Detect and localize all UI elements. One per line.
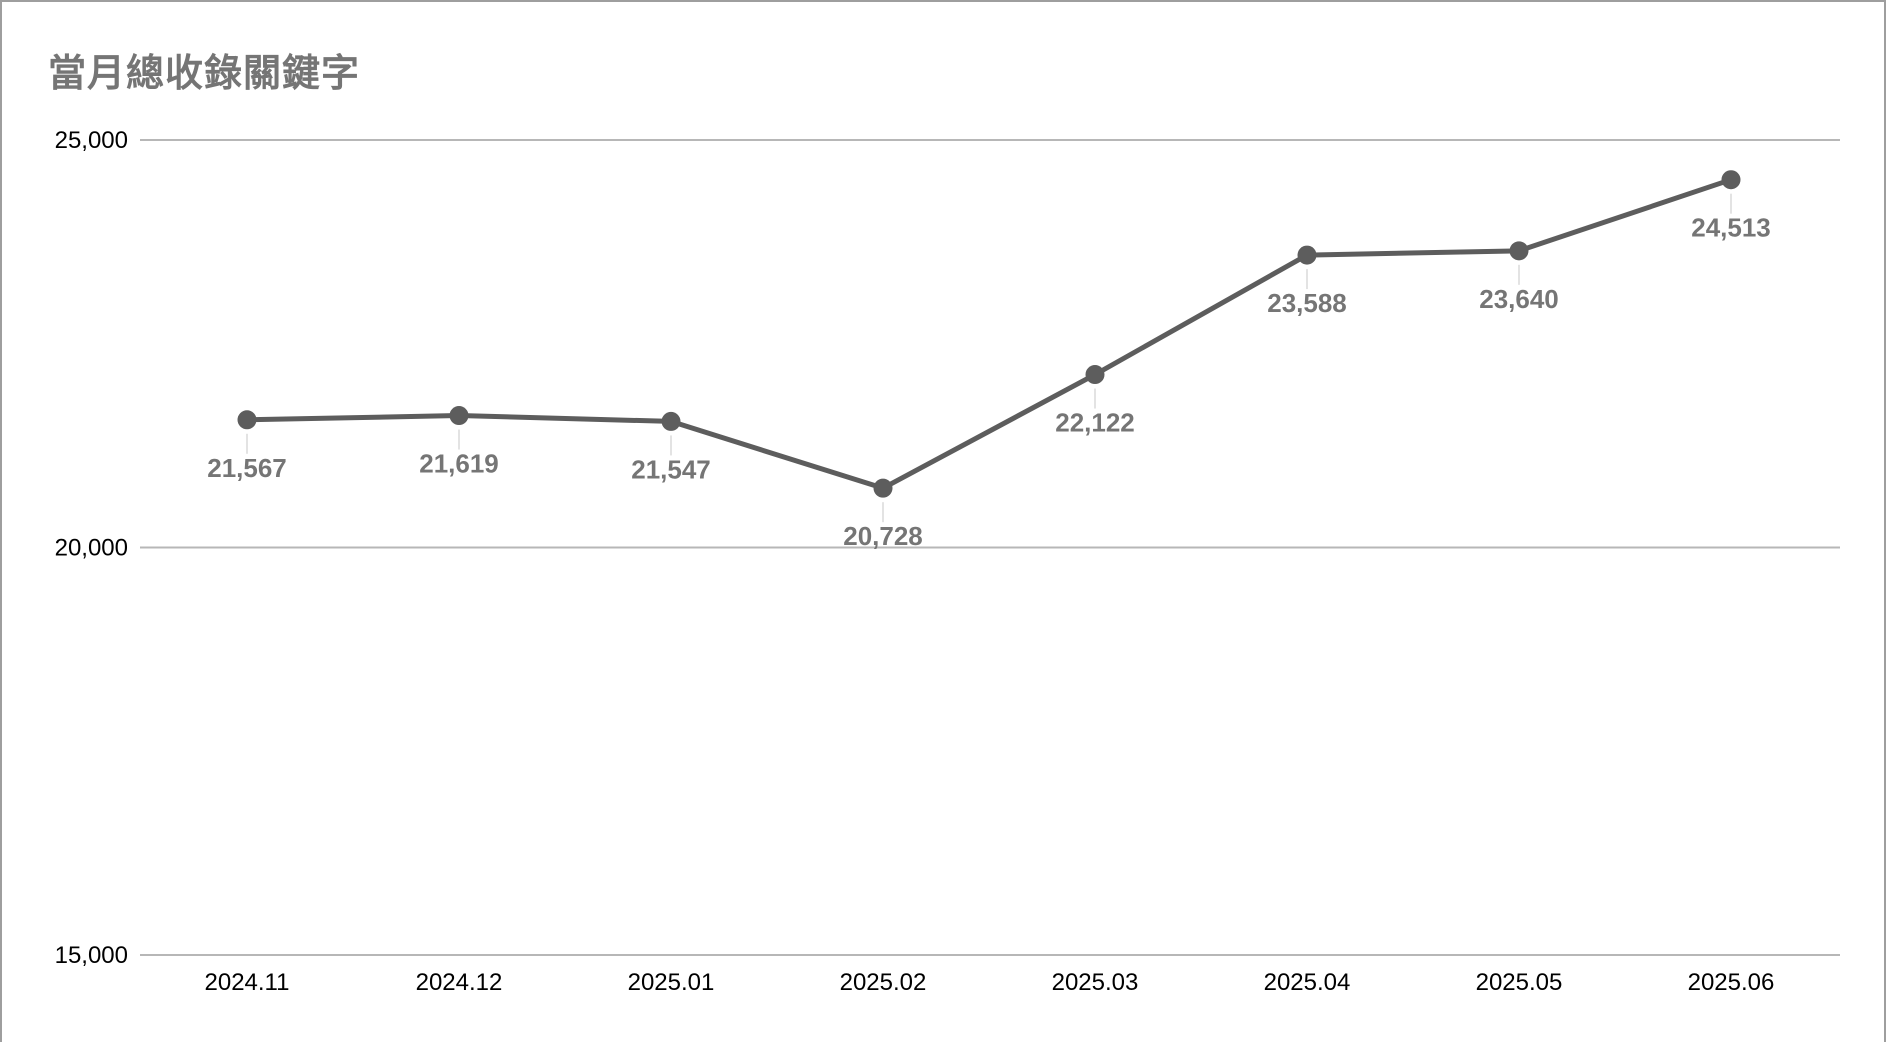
y-axis-tick-label: 15,000 xyxy=(55,942,128,969)
y-axis-tick-label: 20,000 xyxy=(55,535,128,562)
data-point-label: 21,567 xyxy=(207,453,287,483)
x-axis-tick-label: 2024.11 xyxy=(205,969,290,996)
data-point xyxy=(449,406,469,426)
x-axis-tick-label: 2025.05 xyxy=(1476,969,1563,996)
data-point xyxy=(1509,241,1529,261)
data-point-label: 23,640 xyxy=(1479,284,1559,314)
y-axis-tick-label: 25,000 xyxy=(55,127,128,154)
x-axis-tick-label: 2025.03 xyxy=(1052,969,1139,996)
x-axis-tick-label: 2025.01 xyxy=(628,969,715,996)
data-point-label: 21,547 xyxy=(631,454,711,484)
data-point-label: 23,588 xyxy=(1267,288,1347,318)
data-point-label: 21,619 xyxy=(419,449,499,479)
x-axis-tick-label: 2025.06 xyxy=(1688,969,1775,996)
x-axis-tick-label: 2024.12 xyxy=(416,969,503,996)
series-line xyxy=(244,177,1734,491)
chart-title: 當月總收錄關鍵字 xyxy=(48,53,361,95)
data-point xyxy=(1721,170,1741,190)
data-point xyxy=(1297,245,1317,265)
data-point xyxy=(1085,365,1105,385)
data-point xyxy=(873,478,893,498)
data-point-label: 24,513 xyxy=(1691,213,1771,243)
data-point xyxy=(237,410,257,430)
data-point-label: 22,122 xyxy=(1055,408,1135,438)
data-point xyxy=(661,411,681,431)
x-axis-tick-label: 2025.04 xyxy=(1264,969,1351,996)
data-point-label: 20,728 xyxy=(843,521,923,551)
x-axis-tick-label: 2025.02 xyxy=(840,969,927,996)
